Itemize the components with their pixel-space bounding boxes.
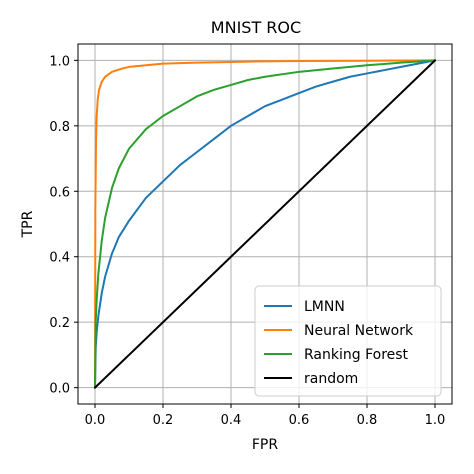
- y-axis-label: TPR: [20, 210, 36, 238]
- y-tick-label: 0.2: [49, 316, 70, 331]
- legend-label: Neural Network: [304, 323, 414, 339]
- legend-label: Ranking Forest: [304, 347, 409, 363]
- series-line-neural-network: [94, 59, 436, 389]
- legend-label: random: [304, 371, 358, 387]
- legend-box: [254, 285, 442, 397]
- x-tick-label: 1.0: [425, 413, 446, 428]
- x-tick-label: 0.6: [289, 413, 310, 428]
- x-tick-label: 0.8: [357, 413, 378, 428]
- ticks: 0.0 0.2 0.4 0.6 0.8 1.0 0.0 0.2 0.4 0.6 0.8 1.0: [49, 54, 445, 428]
- x-tick-label: 0.2: [153, 413, 174, 428]
- series-line-random: [94, 59, 436, 389]
- chart-title: MNIST ROC: [211, 18, 301, 37]
- x-axis-label: FPR: [252, 437, 278, 453]
- y-tick-label: 0.8: [49, 120, 70, 135]
- legend-label: LMNN: [304, 299, 345, 315]
- series-line-ranking-forest: [94, 59, 436, 389]
- series-lines: [94, 59, 436, 389]
- legend: LMNN Neural Network Ranking Forest random: [254, 285, 442, 397]
- y-tick-label: 0.0: [49, 382, 70, 397]
- y-tick-label: 1.0: [49, 54, 70, 69]
- y-tick-label: 0.4: [49, 251, 70, 266]
- x-tick-label: 0.0: [85, 413, 106, 428]
- series-line-lmnn: [94, 59, 436, 389]
- y-tick-label: 0.6: [49, 185, 70, 200]
- grid: [78, 44, 452, 404]
- x-tick-label: 0.4: [221, 413, 242, 428]
- plot-frame: [77, 43, 453, 405]
